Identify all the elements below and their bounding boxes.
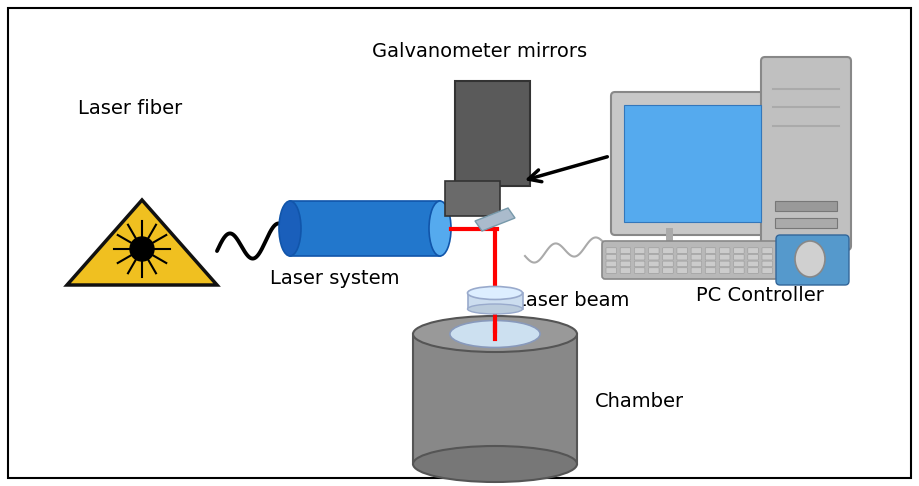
FancyBboxPatch shape	[691, 268, 701, 273]
Text: Galvanometer mirrors: Galvanometer mirrors	[372, 42, 587, 61]
FancyBboxPatch shape	[761, 57, 851, 250]
Polygon shape	[475, 208, 515, 231]
FancyBboxPatch shape	[775, 201, 837, 211]
Circle shape	[130, 237, 154, 261]
FancyBboxPatch shape	[455, 81, 530, 186]
Ellipse shape	[413, 316, 577, 352]
FancyBboxPatch shape	[677, 248, 687, 253]
FancyBboxPatch shape	[649, 248, 659, 253]
FancyBboxPatch shape	[691, 255, 701, 260]
FancyBboxPatch shape	[468, 293, 523, 309]
FancyBboxPatch shape	[620, 248, 630, 253]
Ellipse shape	[468, 287, 523, 299]
FancyBboxPatch shape	[705, 261, 716, 267]
FancyBboxPatch shape	[720, 255, 730, 260]
Ellipse shape	[429, 201, 451, 256]
FancyBboxPatch shape	[606, 248, 617, 253]
FancyBboxPatch shape	[775, 218, 837, 228]
FancyBboxPatch shape	[748, 255, 758, 260]
Text: Chamber: Chamber	[595, 392, 684, 411]
FancyBboxPatch shape	[290, 201, 440, 256]
FancyBboxPatch shape	[663, 261, 674, 267]
Polygon shape	[67, 200, 217, 285]
FancyBboxPatch shape	[762, 268, 773, 273]
FancyBboxPatch shape	[602, 241, 778, 279]
FancyBboxPatch shape	[663, 248, 674, 253]
Ellipse shape	[795, 241, 825, 277]
FancyBboxPatch shape	[733, 261, 744, 267]
FancyBboxPatch shape	[677, 261, 687, 267]
FancyBboxPatch shape	[649, 268, 659, 273]
FancyBboxPatch shape	[677, 268, 687, 273]
FancyBboxPatch shape	[691, 261, 701, 267]
FancyBboxPatch shape	[733, 268, 744, 273]
FancyBboxPatch shape	[748, 248, 758, 253]
FancyBboxPatch shape	[634, 248, 645, 253]
FancyBboxPatch shape	[606, 255, 617, 260]
Text: PC Controller: PC Controller	[696, 286, 824, 305]
FancyBboxPatch shape	[776, 235, 849, 285]
FancyBboxPatch shape	[624, 105, 761, 222]
FancyBboxPatch shape	[677, 255, 687, 260]
FancyBboxPatch shape	[606, 268, 617, 273]
FancyBboxPatch shape	[611, 92, 774, 235]
FancyBboxPatch shape	[634, 261, 645, 267]
FancyBboxPatch shape	[748, 261, 758, 267]
FancyBboxPatch shape	[691, 248, 701, 253]
FancyBboxPatch shape	[748, 268, 758, 273]
FancyBboxPatch shape	[634, 268, 645, 273]
FancyBboxPatch shape	[620, 268, 630, 273]
FancyBboxPatch shape	[649, 255, 659, 260]
FancyBboxPatch shape	[620, 261, 630, 267]
Ellipse shape	[450, 320, 540, 347]
FancyBboxPatch shape	[8, 8, 911, 478]
Ellipse shape	[413, 446, 577, 482]
FancyBboxPatch shape	[720, 268, 730, 273]
Text: Laser system: Laser system	[270, 269, 400, 288]
FancyBboxPatch shape	[606, 261, 617, 267]
FancyBboxPatch shape	[720, 261, 730, 267]
FancyBboxPatch shape	[720, 248, 730, 253]
Text: Laser beam: Laser beam	[515, 291, 630, 310]
FancyBboxPatch shape	[733, 248, 744, 253]
FancyBboxPatch shape	[733, 255, 744, 260]
FancyBboxPatch shape	[413, 334, 577, 464]
FancyBboxPatch shape	[445, 181, 500, 216]
FancyBboxPatch shape	[762, 255, 773, 260]
Ellipse shape	[468, 304, 523, 314]
FancyBboxPatch shape	[762, 261, 773, 267]
FancyBboxPatch shape	[663, 268, 674, 273]
Text: Laser fiber: Laser fiber	[78, 99, 182, 118]
FancyBboxPatch shape	[620, 255, 630, 260]
FancyBboxPatch shape	[634, 255, 645, 260]
FancyBboxPatch shape	[705, 248, 716, 253]
Ellipse shape	[279, 201, 301, 256]
FancyBboxPatch shape	[705, 268, 716, 273]
FancyBboxPatch shape	[649, 261, 659, 267]
FancyBboxPatch shape	[762, 248, 773, 253]
FancyBboxPatch shape	[663, 255, 674, 260]
FancyBboxPatch shape	[705, 255, 716, 260]
